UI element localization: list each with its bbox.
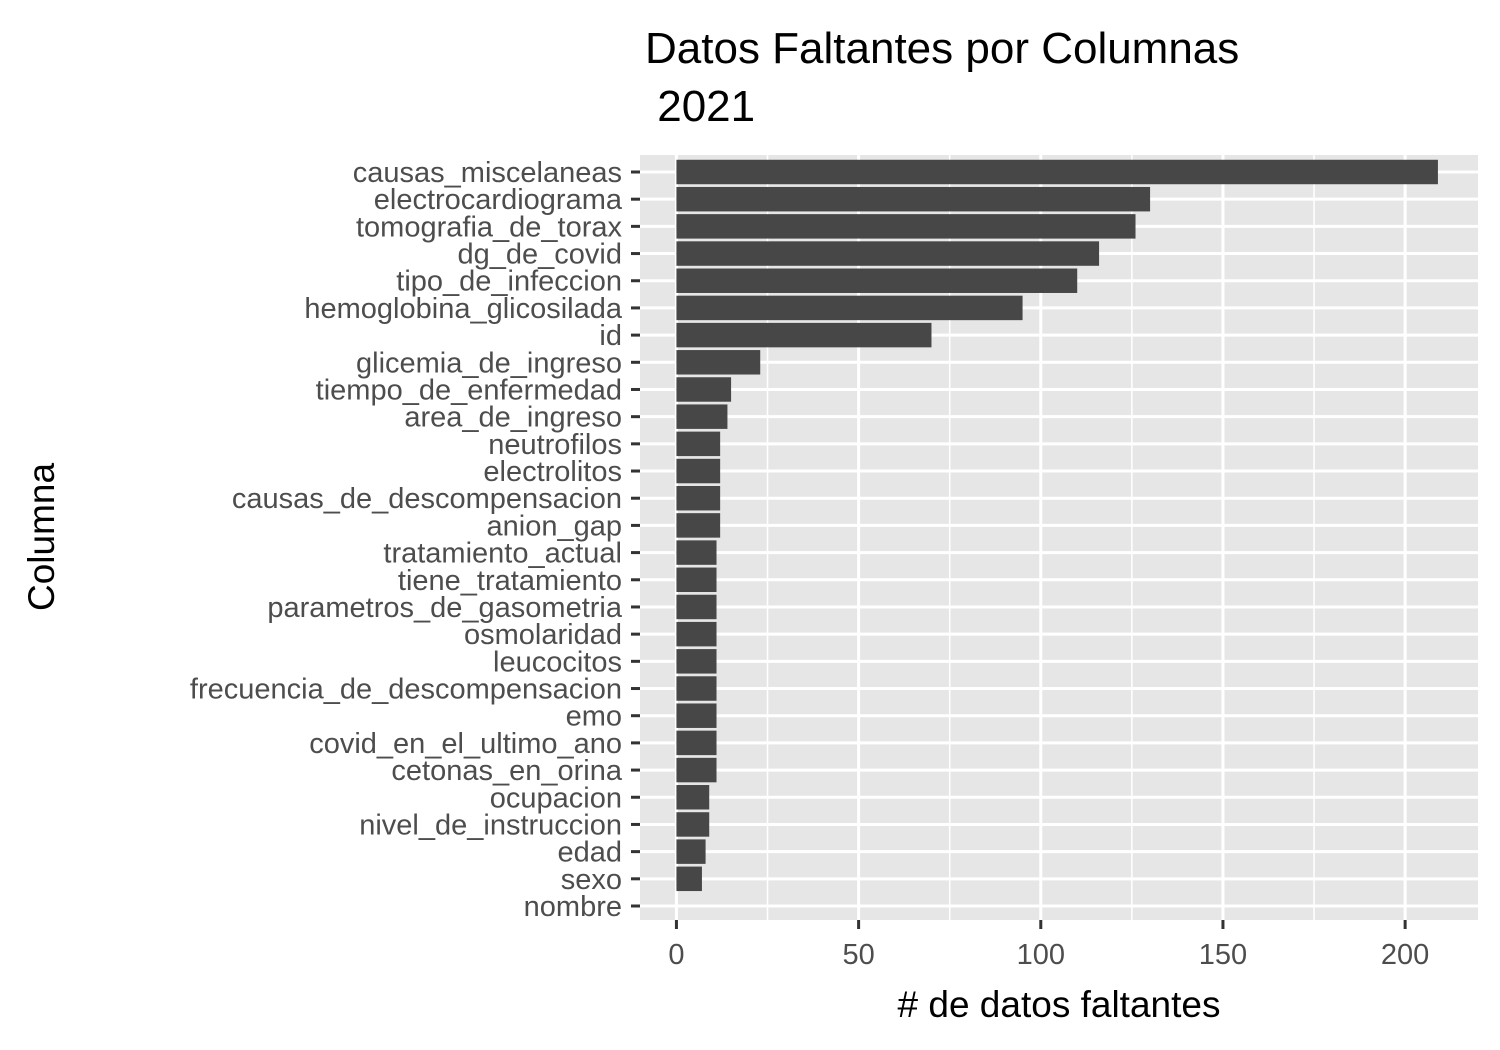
x-tick-label: 200 — [1381, 939, 1429, 971]
y-tick-label: ocupacion — [490, 782, 622, 814]
bar-covid_en_el_ultimo_ano — [676, 730, 717, 756]
y-tick-label: electrolitos — [483, 456, 622, 488]
bar-anion_gap — [676, 513, 721, 538]
y-tick-label: nivel_de_instruccion — [359, 809, 622, 841]
bar-dg_de_covid — [676, 241, 1100, 266]
y-tick-label: edad — [557, 837, 622, 869]
y-tick-label: id — [599, 320, 622, 352]
bar-tratamiento_actual — [676, 540, 717, 565]
bar-glicemia_de_ingreso — [676, 350, 761, 375]
bar-osmolaridad — [676, 621, 717, 647]
y-tick-label: parametros_de_gasometria — [267, 592, 623, 624]
y-tick-label: anion_gap — [487, 510, 622, 542]
bar-tomografia_de_torax — [676, 214, 1136, 239]
y-tick-label: electrocardiograma — [374, 184, 623, 216]
y-tick-label: causas_miscelaneas — [353, 157, 622, 189]
x-axis-ticks: 0 50 100 150 200 — [668, 920, 1429, 971]
y-tick-label: area_de_ingreso — [404, 402, 622, 434]
x-tick-label: 150 — [1199, 939, 1247, 971]
y-tick-label: causas_de_descompensacion — [232, 483, 622, 515]
y-tick-label: sexo — [561, 864, 622, 896]
bar-causas_de_descompensacion — [676, 485, 721, 511]
bar-sexo — [676, 866, 702, 892]
y-tick-label: glicemia_de_ingreso — [356, 347, 622, 379]
bars — [676, 159, 1438, 892]
bar-leucocitos — [676, 649, 717, 674]
chart-title-line-2: 2021 — [645, 82, 755, 131]
bar-tipo_de_infeccion — [676, 268, 1078, 293]
chart-title-line-1: Datos Faltantes por Columnas — [645, 24, 1239, 73]
y-tick-label: covid_en_el_ultimo_ano — [309, 728, 622, 760]
y-tick-label: leucocitos — [493, 646, 622, 678]
bar-hemoglobina_glicosilada — [676, 295, 1023, 321]
bar-area_de_ingreso — [676, 404, 728, 429]
y-tick-label: osmolaridad — [464, 619, 622, 651]
y-tick-label: hemoglobina_glicosilada — [304, 293, 622, 325]
y-tick-label: nombre — [524, 891, 622, 923]
y-tick-label: cetonas_en_orina — [391, 755, 622, 787]
bar-electrocardiograma — [676, 186, 1151, 212]
bar-parametros_de_gasometria — [676, 594, 717, 620]
x-tick-label: 100 — [1017, 939, 1065, 971]
bar-causas_miscelaneas — [676, 159, 1438, 185]
y-tick-label: neutrofilos — [488, 429, 622, 461]
category-labels: causas_miscelaneaselectrocardiogramatomo… — [190, 157, 640, 923]
bar-edad — [676, 839, 706, 864]
y-tick-label: tiempo_de_enfermedad — [316, 374, 622, 406]
y-axis-title: Columna — [21, 463, 62, 611]
y-tick-label: tratamiento_actual — [383, 538, 622, 570]
y-tick-label: emo — [566, 701, 622, 733]
bar-tiene_tratamiento — [676, 567, 717, 593]
bar-cetonas_en_orina — [676, 757, 717, 783]
y-tick-label: frecuencia_de_descompensacion — [190, 674, 622, 706]
x-tick-label: 0 — [668, 939, 684, 971]
bar-frecuencia_de_descompensacion — [676, 676, 717, 701]
bar-emo — [676, 703, 717, 728]
y-tick-label: tiene_tratamiento — [398, 565, 622, 597]
y-tick-label: dg_de_covid — [458, 239, 622, 271]
bar-id — [676, 322, 932, 348]
x-tick-label: 50 — [842, 939, 874, 971]
bar-nivel_de_instruccion — [676, 812, 710, 837]
bar-electrolitos — [676, 458, 721, 484]
bar-tiempo_de_enfermedad — [676, 377, 732, 402]
bar-ocupacion — [676, 785, 710, 810]
y-tick-label: tipo_de_infeccion — [396, 266, 622, 298]
y-tick-label: tomografia_de_torax — [356, 211, 622, 243]
bar-neutrofilos — [676, 431, 721, 457]
x-axis-title: # de datos faltantes — [898, 984, 1221, 1025]
